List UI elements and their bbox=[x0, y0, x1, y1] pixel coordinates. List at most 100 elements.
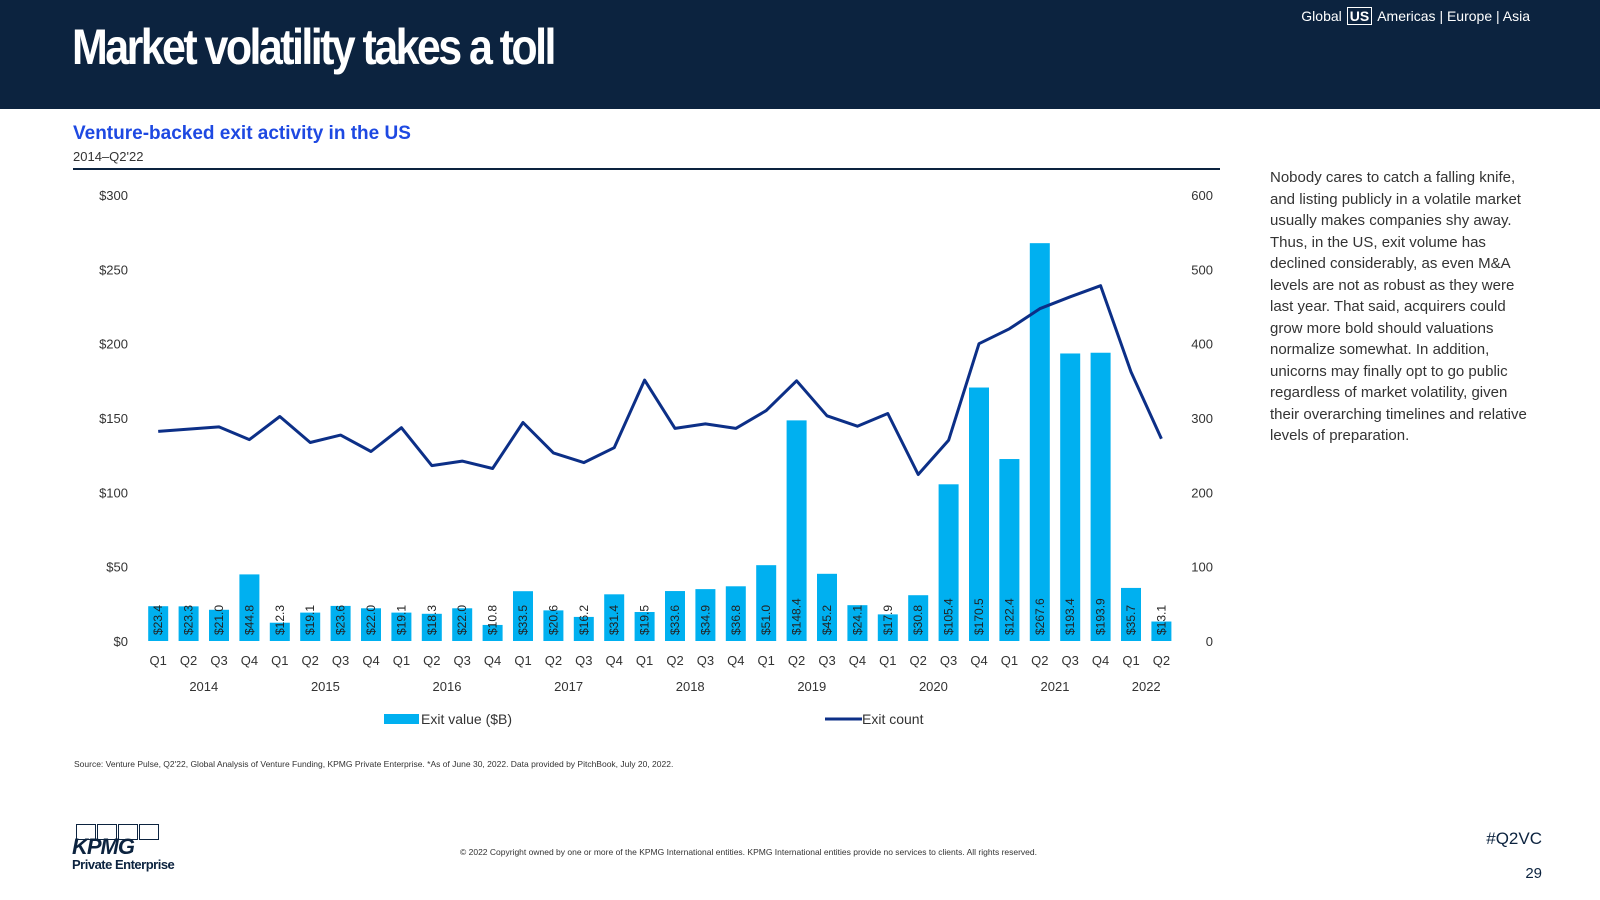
bar-exit-value bbox=[908, 595, 929, 641]
bar-data-label: $35.7 bbox=[1124, 605, 1138, 635]
left-axis-tick-label: $150 bbox=[99, 411, 128, 426]
x-axis-quarter-label: Q2 bbox=[423, 653, 440, 668]
right-axis-tick-label: 400 bbox=[1191, 337, 1213, 352]
right-axis-tick-label: 500 bbox=[1191, 262, 1213, 277]
bar-data-label: $10.8 bbox=[486, 605, 500, 635]
bar-data-label: $23.6 bbox=[334, 605, 348, 635]
x-axis-quarter-label: Q2 bbox=[1153, 653, 1170, 668]
x-axis-year-label: 2020 bbox=[919, 679, 948, 694]
x-axis-quarter-label: Q1 bbox=[879, 653, 896, 668]
hashtag: #Q2VC bbox=[1486, 829, 1542, 848]
x-axis-quarter-label: Q1 bbox=[636, 653, 653, 668]
bar-data-label: $16.2 bbox=[577, 605, 591, 635]
x-axis-quarter-label: Q4 bbox=[1092, 653, 1109, 668]
bar-exit-value bbox=[786, 420, 807, 641]
x-axis-year-label: 2016 bbox=[433, 679, 462, 694]
region-link-global[interactable]: Global bbox=[1301, 8, 1342, 24]
bar-exit-value bbox=[300, 612, 321, 641]
right-axis-tick-label: 200 bbox=[1191, 485, 1213, 500]
bar-exit-value bbox=[178, 606, 199, 641]
x-axis-quarter-label: Q1 bbox=[514, 653, 531, 668]
x-axis-quarter-label: Q4 bbox=[970, 653, 987, 668]
x-axis-quarter-label: Q4 bbox=[484, 653, 501, 668]
bar-data-label: $44.8 bbox=[242, 605, 256, 635]
bar-data-label: $105.4 bbox=[942, 598, 956, 635]
x-axis-quarter-label: Q3 bbox=[332, 653, 349, 668]
x-axis-quarter-label: Q2 bbox=[545, 653, 562, 668]
bar-exit-value bbox=[330, 605, 351, 641]
bar-data-label: $13.1 bbox=[1154, 605, 1168, 635]
copyright-note: © 2022 Copyright owned by one or more of… bbox=[460, 847, 1037, 857]
bar-exit-value bbox=[1090, 352, 1111, 641]
bar-exit-value bbox=[573, 616, 594, 641]
bar-data-label: $170.5 bbox=[972, 598, 986, 635]
bar-exit-value bbox=[665, 591, 685, 641]
bar-data-label: $19.5 bbox=[638, 605, 652, 635]
x-axis-quarter-label: Q4 bbox=[362, 653, 379, 668]
bar-data-label: $30.8 bbox=[911, 605, 925, 635]
x-axis-quarter-label: Q4 bbox=[241, 653, 258, 668]
bar-data-label: $20.6 bbox=[546, 605, 560, 635]
legend-swatch-exit-value bbox=[384, 714, 419, 724]
bar-data-label: $24.1 bbox=[850, 605, 864, 635]
x-axis-quarter-label: Q1 bbox=[393, 653, 410, 668]
bar-exit-value bbox=[209, 609, 229, 641]
region-link-others[interactable]: Americas | Europe | Asia bbox=[1377, 8, 1530, 24]
left-axis-tick-label: $50 bbox=[106, 560, 128, 575]
x-axis-quarter-label: Q3 bbox=[575, 653, 592, 668]
right-axis-tick-label: 0 bbox=[1206, 634, 1213, 649]
bar-exit-value bbox=[1060, 353, 1081, 641]
bar-data-label: $34.9 bbox=[698, 605, 712, 635]
left-axis-tick-label: $250 bbox=[99, 262, 128, 277]
right-axis-tick-label: 300 bbox=[1191, 411, 1213, 426]
bar-exit-value bbox=[269, 622, 290, 641]
bar-exit-value bbox=[361, 608, 381, 641]
x-axis-quarter-label: Q3 bbox=[940, 653, 957, 668]
bar-data-label: $22.0 bbox=[455, 605, 469, 635]
bar-exit-value bbox=[421, 613, 442, 641]
bar-data-label: $193.9 bbox=[1094, 598, 1108, 635]
x-axis-year-label: 2019 bbox=[797, 679, 826, 694]
bar-exit-value bbox=[756, 565, 777, 641]
bar-exit-value bbox=[1151, 621, 1172, 641]
x-axis-year-label: 2021 bbox=[1041, 679, 1070, 694]
bar-data-label: $193.4 bbox=[1063, 598, 1077, 635]
region-link-us[interactable]: US bbox=[1346, 7, 1373, 25]
legend-label-exit-count: Exit count bbox=[862, 711, 924, 727]
x-axis-quarter-label: Q1 bbox=[1122, 653, 1139, 668]
x-axis-quarter-label: Q1 bbox=[758, 653, 775, 668]
bar-data-label: $21.0 bbox=[212, 605, 226, 635]
bar-exit-value bbox=[452, 608, 473, 641]
right-axis-tick-label: 100 bbox=[1191, 560, 1213, 575]
bar-exit-value bbox=[148, 606, 169, 641]
bar-data-label: $45.2 bbox=[820, 605, 834, 635]
bar-data-label: $267.6 bbox=[1033, 598, 1047, 635]
bar-data-label: $51.0 bbox=[759, 605, 773, 635]
x-axis-quarter-label: Q1 bbox=[150, 653, 167, 668]
bar-data-label: $33.6 bbox=[668, 605, 682, 635]
x-axis-quarter-label: Q4 bbox=[849, 653, 866, 668]
header-bar: Market volatility takes a toll Global US… bbox=[0, 0, 1600, 109]
bar-exit-value bbox=[543, 610, 564, 641]
bar-data-label: $19.1 bbox=[394, 605, 408, 635]
bar-exit-value bbox=[391, 612, 412, 641]
chart-title: Venture-backed exit activity in the US bbox=[73, 123, 411, 144]
x-axis-year-label: 2018 bbox=[676, 679, 705, 694]
x-axis-quarter-label: Q2 bbox=[1031, 653, 1048, 668]
logo-subtitle: Private Enterprise bbox=[72, 857, 175, 872]
x-axis-quarter-label: Q2 bbox=[302, 653, 319, 668]
x-axis-quarter-label: Q1 bbox=[271, 653, 288, 668]
exit-activity-chart: $0 $50 $100 $150 $200 $250 $300 0 100 200 300 400 50… bbox=[99, 188, 1213, 727]
logo-boxes bbox=[76, 824, 187, 840]
bar-exit-value bbox=[634, 612, 655, 641]
page-title: Market volatility takes a toll bbox=[72, 19, 556, 75]
title-divider bbox=[73, 168, 1220, 170]
x-axis-quarter-label: Q3 bbox=[818, 653, 835, 668]
left-axis-tick-label: $0 bbox=[114, 634, 128, 649]
bar-exit-value bbox=[239, 574, 260, 641]
bar-exit-value bbox=[482, 624, 503, 641]
x-axis-quarter-label: Q2 bbox=[666, 653, 683, 668]
left-axis-tick-label: $200 bbox=[99, 337, 128, 352]
bar-data-label: $19.1 bbox=[303, 605, 317, 635]
bar-exit-value bbox=[1029, 243, 1050, 641]
